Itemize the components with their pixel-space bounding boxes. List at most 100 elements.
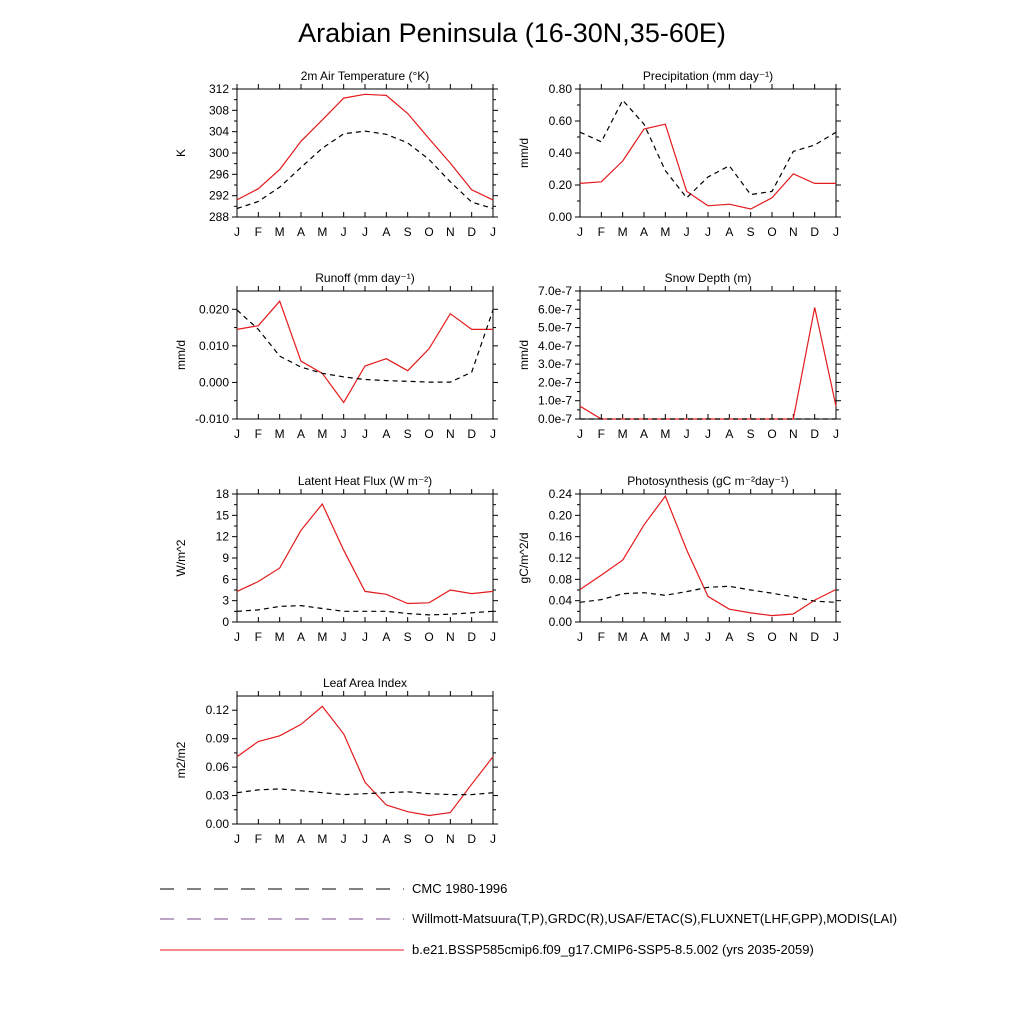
x-tick-label: M — [618, 225, 628, 239]
y-tick-label: 0.020 — [199, 302, 229, 316]
plot-frame — [236, 493, 494, 623]
x-tick-label: J — [684, 427, 690, 441]
x-tick-label: A — [640, 630, 648, 644]
y-tick-label: 312 — [209, 82, 229, 96]
x-tick-label: D — [467, 832, 476, 846]
x-tick-label: N — [789, 225, 798, 239]
x-tick-label: A — [725, 225, 733, 239]
y-tick-label: 1.0e-7 — [538, 394, 572, 408]
legend-entry: Willmott-Matsuura(T,P),GRDC(R),USAF/ETAC… — [160, 911, 897, 926]
x-tick-label: J — [705, 225, 711, 239]
y-tick-label: -0.010 — [195, 412, 229, 426]
x-tick-label: J — [577, 225, 583, 239]
x-tick-label: J — [490, 832, 496, 846]
series-line-obs — [236, 309, 494, 383]
x-tick-label: J — [341, 427, 347, 441]
x-tick-label: M — [618, 427, 628, 441]
y-tick-label: 15 — [216, 508, 230, 522]
x-tick-label: J — [341, 225, 347, 239]
series-line-obs — [236, 130, 494, 210]
y-tick-label: 0.20 — [549, 178, 573, 192]
panel-snow-depth-m: Snow Depth (m)mm/dJ F M A M J J A S O N D J0.0e-71.0… — [517, 271, 841, 441]
y-tick-label: 0.16 — [549, 530, 573, 544]
y-tick-label: 0.24 — [549, 487, 573, 501]
x-tick-label: S — [404, 225, 412, 239]
x-tick-label: J — [705, 427, 711, 441]
x-tick-label: O — [767, 225, 776, 239]
x-tick-label: A — [297, 225, 305, 239]
y-tick-label: 0.12 — [549, 551, 573, 565]
y-tick-label: 6 — [222, 572, 229, 586]
series-line-obs — [579, 99, 837, 199]
x-tick-label: D — [467, 225, 476, 239]
y-tick-label: 0.00 — [549, 210, 573, 224]
x-tick-label: A — [382, 225, 390, 239]
x-tick-label: A — [297, 427, 305, 441]
x-tick-label: J — [833, 427, 839, 441]
y-axis-label: gC/m^2/d — [517, 533, 531, 584]
panel-photosynthesis-gc-m-day: Photosynthesis (gC m⁻²day⁻¹)gC/m^2/dJ F M A… — [517, 474, 841, 644]
y-tick-label: 5.0e-7 — [538, 321, 572, 335]
y-tick-label: 0.00 — [549, 615, 573, 629]
x-tick-label: N — [789, 630, 798, 644]
x-tick-label: D — [810, 225, 819, 239]
x-tick-label: M — [317, 630, 327, 644]
y-tick-label: 308 — [209, 103, 229, 117]
x-tick-label: M — [275, 832, 285, 846]
x-tick-label: J — [833, 225, 839, 239]
series-line-obs — [236, 604, 494, 616]
y-tick-label: 0.09 — [206, 732, 230, 746]
series-line-obs — [579, 585, 837, 603]
x-tick-label: M — [317, 832, 327, 846]
y-tick-label: 0.60 — [549, 114, 573, 128]
x-tick-label: J — [684, 630, 690, 644]
x-tick-label: A — [297, 630, 305, 644]
x-tick-label: A — [382, 427, 390, 441]
series-line-obs — [236, 788, 494, 796]
y-axis-label: mm/d — [517, 340, 531, 370]
y-tick-label: 0.010 — [199, 339, 229, 353]
x-tick-label: F — [598, 630, 605, 644]
y-tick-label: 0.06 — [206, 760, 230, 774]
y-tick-label: 0.08 — [549, 572, 573, 586]
x-tick-label: J — [490, 225, 496, 239]
y-tick-label: 304 — [209, 125, 229, 139]
x-tick-label: F — [255, 225, 262, 239]
x-tick-label: J — [490, 427, 496, 441]
x-tick-label: A — [382, 832, 390, 846]
y-tick-label: 2.0e-7 — [538, 375, 572, 389]
x-tick-label: S — [747, 225, 755, 239]
x-tick-label: A — [297, 832, 305, 846]
x-tick-label: J — [362, 225, 368, 239]
x-tick-label: S — [747, 630, 755, 644]
x-tick-label: M — [317, 427, 327, 441]
y-tick-label: 7.0e-7 — [538, 284, 572, 298]
y-tick-label: 4.0e-7 — [538, 339, 572, 353]
y-tick-label: 9 — [222, 551, 229, 565]
panel-title: Photosynthesis (gC m⁻²day⁻¹) — [627, 474, 788, 488]
x-tick-label: N — [446, 225, 455, 239]
x-tick-label: J — [577, 630, 583, 644]
plot-frame — [579, 493, 837, 623]
x-tick-label: O — [767, 630, 776, 644]
panel-title: Precipitation (mm day⁻¹) — [643, 69, 773, 83]
legend-entry: b.e21.BSSP585cmip6.f09_g17.CMIP6-SSP5-8.… — [160, 942, 814, 957]
x-tick-label: F — [598, 427, 605, 441]
panel-title: Leaf Area Index — [323, 676, 407, 690]
x-tick-label: M — [275, 427, 285, 441]
x-tick-label: J — [684, 225, 690, 239]
y-tick-label: 292 — [209, 189, 229, 203]
x-tick-label: A — [382, 630, 390, 644]
legend: CMC 1980-1996 Willmott-Matsuura(T,P),GRDC… — [160, 881, 897, 957]
x-tick-label: D — [810, 427, 819, 441]
x-tick-label: J — [234, 225, 240, 239]
y-tick-label: 6.0e-7 — [538, 302, 572, 316]
panel-title: Snow Depth (m) — [665, 271, 752, 285]
x-tick-label: N — [446, 630, 455, 644]
panel-title: Latent Heat Flux (W m⁻²) — [298, 474, 432, 488]
panel-precipitation-mm-day: Precipitation (mm day⁻¹)mm/dJ F M A M J J A S O N D… — [517, 69, 841, 239]
plot-frame — [236, 88, 494, 218]
plot-frame — [579, 290, 837, 420]
y-tick-label: 0.12 — [206, 703, 230, 717]
